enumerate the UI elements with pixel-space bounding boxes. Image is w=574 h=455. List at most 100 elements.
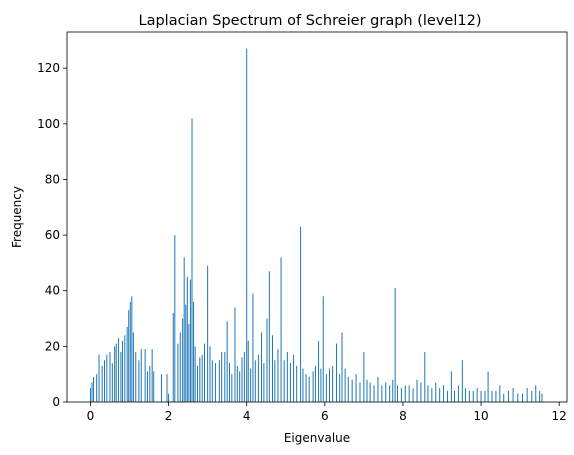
histogram-bar — [394, 287, 396, 402]
x-tick-label: 12 — [552, 409, 567, 423]
histogram-bar — [266, 318, 268, 402]
histogram-bar — [172, 312, 174, 402]
histogram-bar — [252, 293, 254, 402]
histogram-bar — [140, 349, 142, 402]
histogram-bar — [464, 388, 466, 402]
histogram-bar — [118, 338, 120, 402]
plot-frame — [66, 31, 568, 403]
histogram-bar — [188, 324, 190, 402]
histogram-bar — [268, 271, 270, 402]
histogram-bar — [89, 388, 91, 402]
histogram-bar — [98, 354, 100, 402]
x-tick-label: 6 — [321, 409, 329, 423]
histogram-bar — [289, 363, 291, 402]
histogram-bar — [341, 332, 343, 402]
histogram-bar — [329, 368, 330, 402]
histogram-bar — [366, 379, 368, 402]
histogram-bar — [271, 335, 273, 402]
histogram-bar — [385, 382, 387, 402]
histogram-bar — [120, 351, 122, 402]
histogram-bar — [450, 371, 452, 402]
histogram-bar — [224, 351, 226, 402]
x-axis-ticks: 0 2 4 6 8 10 12 — [87, 402, 567, 423]
histogram-bar — [517, 393, 519, 402]
histogram-bar — [535, 385, 537, 402]
histogram-bar — [359, 382, 361, 402]
histogram-bar — [392, 379, 394, 402]
histogram-bar — [300, 226, 302, 402]
histogram-bar — [322, 296, 324, 402]
histogram-bar — [257, 354, 259, 402]
histogram-bar — [443, 385, 445, 402]
histogram-bar — [531, 390, 533, 402]
histogram-bar — [347, 376, 349, 402]
histogram-bar — [499, 385, 501, 402]
histogram-bar — [400, 388, 402, 402]
histogram-bar — [132, 332, 134, 402]
histogram-bar — [138, 360, 140, 402]
histogram-bar — [191, 118, 193, 403]
histogram-bar — [454, 390, 455, 402]
y-tick-label: 80 — [45, 172, 60, 186]
histogram-bar — [539, 390, 541, 402]
histogram-bar — [263, 363, 265, 402]
histogram-bar — [186, 276, 188, 402]
histogram-bar — [183, 257, 185, 402]
histogram-bar — [424, 351, 426, 402]
histogram-bar — [91, 382, 93, 402]
histogram-bar — [153, 371, 155, 402]
histogram-bar — [246, 48, 248, 402]
bars-group — [89, 48, 543, 403]
x-tick-label: 10 — [473, 409, 488, 423]
histogram-bar — [199, 357, 201, 402]
histogram-bar — [404, 385, 406, 402]
histogram-bar — [412, 388, 414, 402]
histogram-bar — [283, 360, 285, 402]
histogram-bar — [201, 354, 203, 402]
histogram-bar — [512, 388, 514, 402]
histogram-bar — [109, 351, 111, 402]
histogram-bar — [480, 390, 482, 402]
histogram-bar — [177, 343, 179, 402]
histogram-bar — [491, 390, 493, 402]
histogram-bar — [182, 318, 184, 402]
histogram-bar — [166, 374, 168, 402]
histogram-bar — [312, 371, 314, 402]
y-tick-label: 100 — [37, 117, 60, 131]
histogram-bar — [446, 390, 448, 402]
histogram-bar — [336, 343, 338, 402]
histogram-bar — [204, 343, 205, 402]
chart-title: Laplacian Spectrum of Schreier graph (le… — [139, 13, 482, 29]
histogram-bar — [101, 365, 103, 402]
histogram-bar — [241, 357, 243, 402]
histogram-bar — [526, 388, 528, 402]
histogram-bar — [239, 371, 241, 402]
histogram-bar — [121, 340, 123, 402]
histogram-bar — [93, 376, 95, 402]
histogram-bar — [126, 326, 128, 402]
histogram-bar — [461, 360, 463, 402]
histogram-bar — [254, 360, 256, 402]
histogram-bar — [339, 374, 341, 402]
histogram-bar — [286, 351, 288, 402]
histogram-bar — [431, 388, 433, 402]
histogram-bar — [351, 379, 353, 402]
histogram-bar — [104, 360, 105, 402]
histogram-bar — [128, 310, 130, 402]
histogram-bar — [408, 385, 410, 402]
histogram-bar — [226, 321, 228, 402]
histogram-bar — [185, 304, 187, 402]
histogram-bar — [427, 385, 429, 402]
histogram-bar — [507, 390, 509, 402]
histogram-bar — [194, 346, 196, 402]
histogram-bar — [207, 265, 209, 402]
histogram-bar — [325, 374, 327, 402]
histogram-bar — [106, 354, 108, 402]
histogram-bar — [214, 363, 216, 402]
histogram-bar — [124, 335, 126, 402]
histogram-bar — [250, 368, 252, 402]
x-tick-label: 2 — [165, 409, 173, 423]
histogram-bar — [218, 360, 220, 402]
histogram-bar — [196, 365, 198, 402]
